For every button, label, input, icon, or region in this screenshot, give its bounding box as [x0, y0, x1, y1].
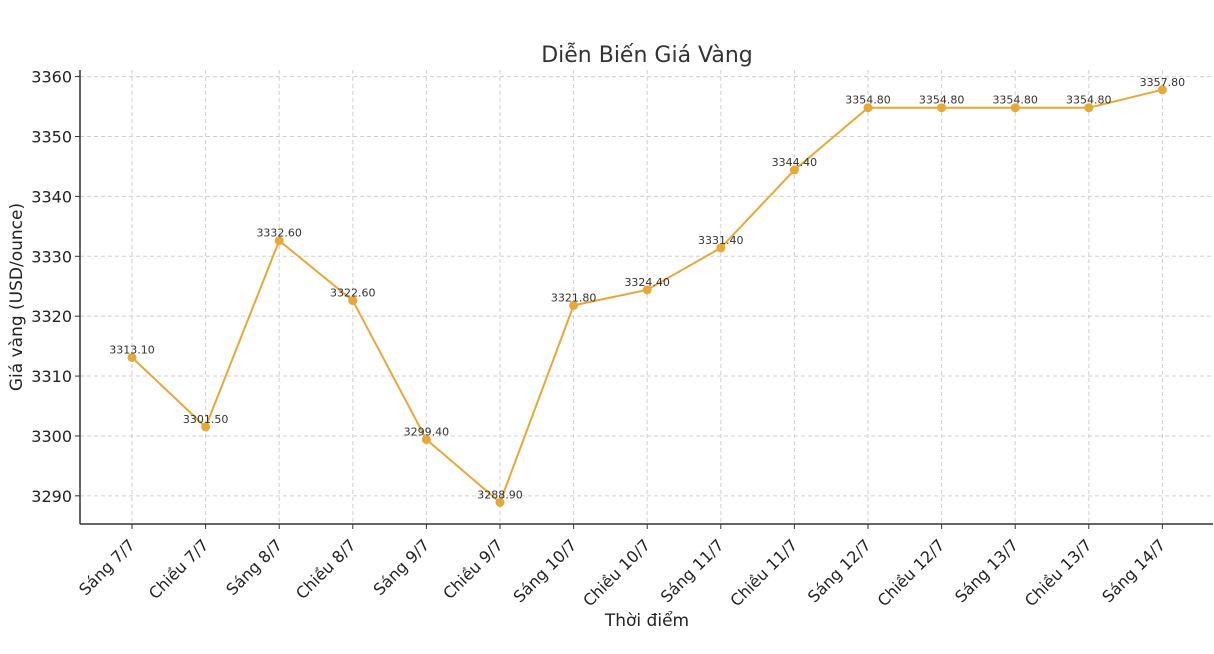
y-axis-label: Giá vàng (USD/ounce)	[7, 203, 27, 391]
y-tick-label: 3320	[31, 307, 72, 326]
x-tick-label: Chiều 12/7	[874, 535, 949, 610]
y-tick-label: 3310	[31, 367, 72, 386]
series-layer	[127, 85, 1167, 507]
data-labels: 3313.10 3301.50 3332.60 3322.60 3299.40 3288.…	[109, 76, 1185, 502]
data-point	[495, 497, 505, 507]
y-tick-label: 3290	[31, 487, 72, 506]
data-point	[716, 243, 726, 253]
x-tick-label: Chiều 13/7	[1021, 535, 1096, 610]
data-label: 3357.80	[1140, 76, 1186, 89]
data-label: 3301.50	[183, 413, 229, 426]
chart-title: Diễn Biến Giá Vàng	[541, 42, 753, 68]
y-tick-label: 3300	[31, 427, 72, 446]
x-tick-label: Chiều 9/7	[439, 535, 507, 603]
data-point	[421, 435, 431, 445]
x-tick-label: Sáng 13/7	[951, 535, 1022, 606]
x-tick-label: Chiều 7/7	[145, 535, 213, 603]
data-label: 3344.40	[772, 156, 818, 169]
x-tick-label: Chiều 10/7	[579, 535, 654, 610]
data-label: 3321.80	[551, 291, 597, 304]
data-point	[348, 296, 358, 306]
data-point	[1157, 85, 1167, 95]
x-tick-label: Sáng 12/7	[804, 535, 875, 606]
x-tick-label: Sáng 9/7	[370, 535, 434, 599]
data-point	[1084, 103, 1094, 113]
data-point	[863, 103, 873, 113]
axes-layer	[79, 70, 1213, 525]
data-point	[201, 422, 211, 432]
data-label: 3354.80	[919, 94, 965, 107]
x-axis-label: Thời điểm	[604, 610, 689, 631]
x-tick-label: Sáng 11/7	[657, 535, 728, 606]
data-point	[127, 352, 137, 362]
data-point	[937, 103, 947, 113]
data-point	[569, 300, 579, 310]
data-label: 3288.90	[477, 488, 523, 501]
data-label: 3324.40	[624, 276, 670, 289]
x-tick-label: Sáng 7/7	[75, 535, 139, 599]
x-tick-labels: Sáng 7/7 Chiều 7/7 Sáng 8/7 Chiều 8/7 Sáng 9…	[75, 524, 1169, 610]
data-point	[1010, 103, 1020, 113]
x-tick-label: Sáng 14/7	[1098, 535, 1169, 606]
data-label: 3322.60	[330, 287, 376, 300]
x-tick-label: Sáng 8/7	[222, 535, 286, 599]
data-point	[789, 165, 799, 175]
data-label: 3332.60	[256, 227, 302, 240]
data-label: 3331.40	[698, 234, 744, 247]
y-tick-label: 3340	[31, 187, 72, 206]
grid-layer	[80, 70, 1213, 524]
x-tick-label: Chiều 8/7	[292, 535, 360, 603]
y-tick-label: 3350	[31, 127, 72, 146]
y-tick-labels: 3290 3300 3310 3320 3330 3340 3350 3360	[31, 68, 80, 506]
data-label: 3354.80	[845, 94, 891, 107]
data-point	[642, 285, 652, 295]
y-tick-label: 3360	[31, 68, 72, 87]
data-label: 3313.10	[109, 343, 155, 356]
data-label: 3299.40	[404, 426, 450, 439]
x-tick-label: Sáng 10/7	[510, 535, 581, 606]
data-point	[274, 236, 284, 246]
data-label: 3354.80	[992, 94, 1038, 107]
y-tick-label: 3330	[31, 247, 72, 266]
data-label: 3354.80	[1066, 94, 1112, 107]
x-tick-label: Chiều 11/7	[726, 535, 801, 610]
